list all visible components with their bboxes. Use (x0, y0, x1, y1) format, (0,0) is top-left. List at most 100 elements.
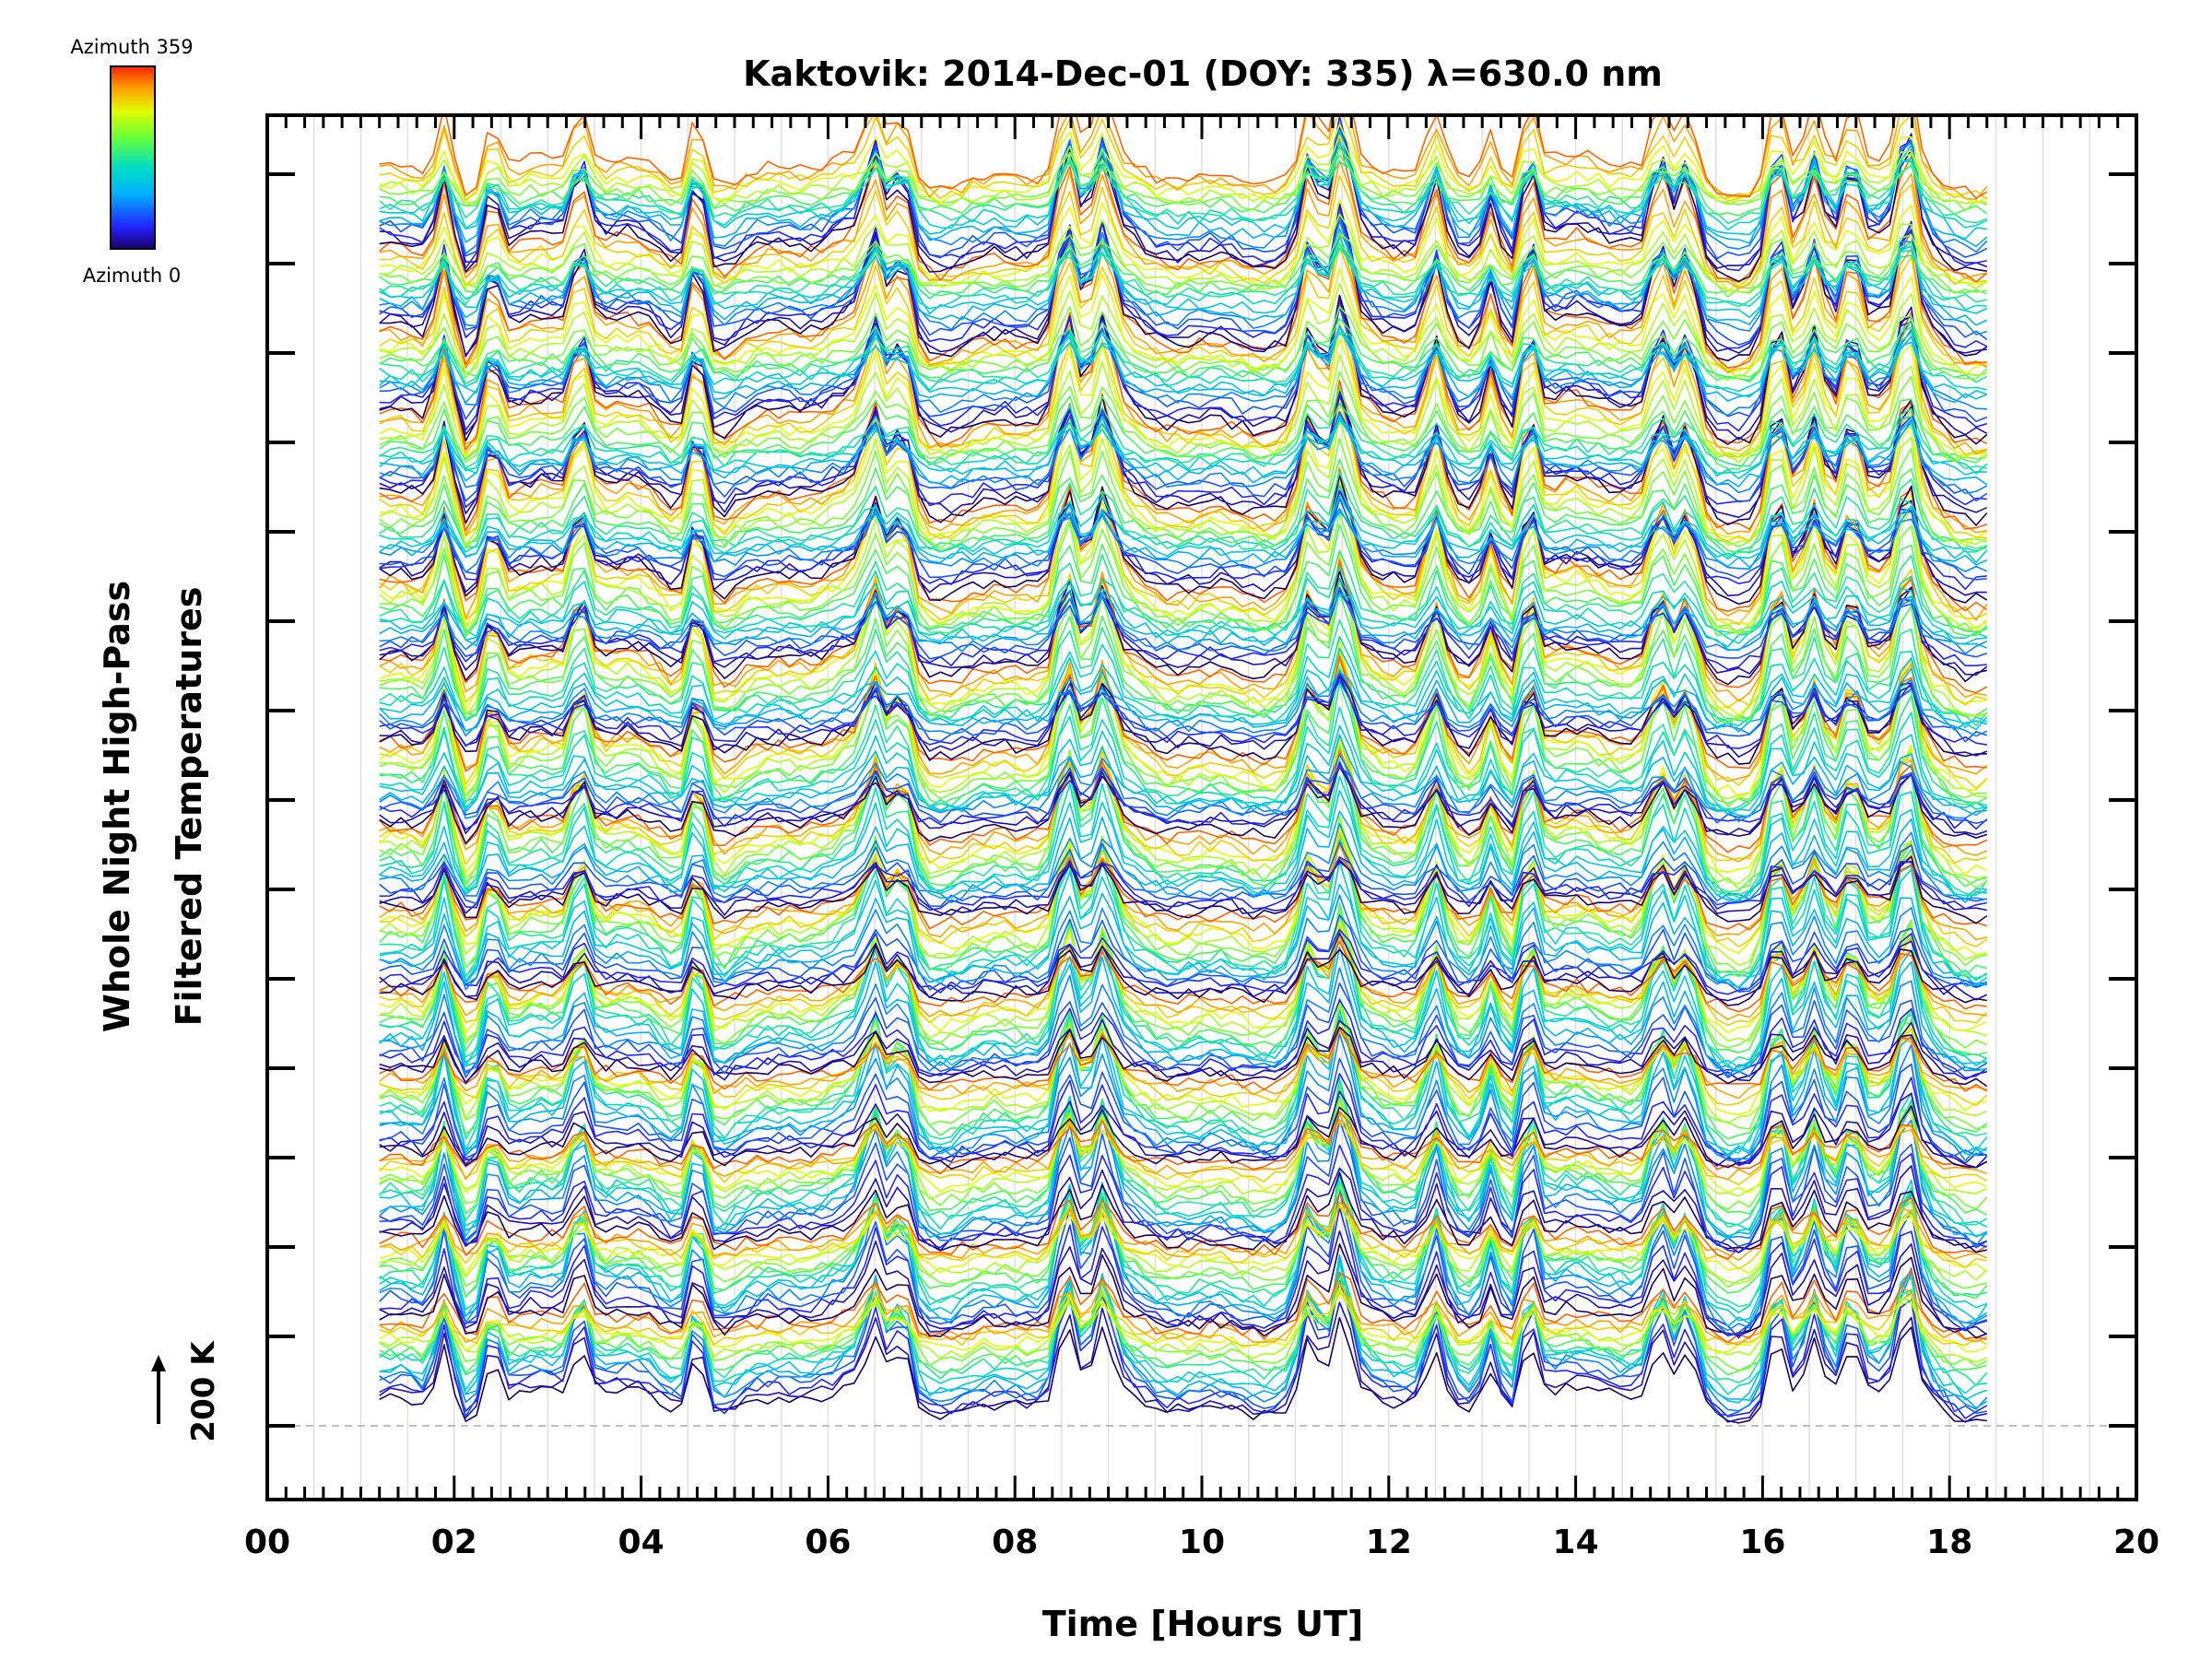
azimuth-trace (379, 385, 1987, 536)
azimuth-trace (379, 856, 1987, 912)
y-axis-title-line1: Whole Night High-Pass (97, 581, 137, 1032)
azimuth-trace (379, 763, 1988, 845)
azimuth-trace (379, 1086, 1988, 1216)
scale-label: 200 K (185, 1340, 222, 1442)
azimuth-trace (379, 512, 1988, 636)
azimuth-trace (379, 674, 1987, 749)
azimuth-trace (379, 1268, 1987, 1344)
azimuth-trace (379, 115, 1988, 201)
azimuth-trace (379, 1029, 1987, 1100)
azimuth-trace (379, 822, 1987, 903)
azimuth-trace (379, 618, 1988, 726)
y-axis-title: Whole Night High-Pass Filtered Temperatu… (97, 581, 209, 1032)
azimuth-trace (379, 655, 1987, 772)
x-tick-label: 12 (1366, 1524, 1412, 1561)
azimuth-trace (379, 241, 1987, 311)
azimuth-trace (379, 667, 1988, 733)
azimuth-trace (379, 419, 1987, 480)
azimuth-trace (379, 476, 1988, 621)
azimuth-trace (379, 387, 1988, 470)
azimuth-trace (379, 940, 1987, 1013)
azimuth-trace (379, 967, 1987, 1077)
azimuth-trace (379, 861, 1988, 989)
azimuth-trace (379, 1287, 1988, 1354)
azimuth-trace (379, 326, 1988, 385)
azimuth-trace (379, 214, 1988, 346)
x-tick-label: 00 (244, 1524, 290, 1561)
azimuth-trace (379, 1263, 1987, 1395)
azimuth-trace (379, 1170, 1988, 1313)
azimuth-trace (379, 1000, 1987, 1130)
azimuth-trace (379, 946, 1987, 1074)
azimuth-trace (379, 647, 1988, 731)
azimuth-trace (379, 1172, 1988, 1322)
azimuth-trace (379, 1201, 1988, 1261)
azimuth-trace (379, 1201, 1988, 1275)
azimuth-trace (379, 1077, 1988, 1231)
azimuth-trace (379, 733, 1988, 865)
azimuth-trace (379, 825, 1987, 956)
azimuth-trace (379, 508, 1988, 573)
scale-marker: 200 K (151, 1340, 222, 1442)
azimuth-trace (379, 306, 1988, 422)
azimuth-trace (379, 305, 1988, 432)
x-tick-label: 06 (805, 1524, 851, 1561)
azimuth-trace (379, 640, 1988, 799)
azimuth-trace (379, 909, 1988, 1049)
x-tick-label: 10 (1179, 1524, 1225, 1561)
azimuth-trace (379, 682, 1988, 812)
azimuth-trace (379, 1001, 1988, 1140)
azimuth-trace (379, 130, 1988, 248)
azimuth-trace (379, 1119, 1988, 1249)
azimuth-trace (379, 466, 1988, 626)
azimuth-trace (379, 855, 1988, 924)
ticks (265, 115, 2138, 1500)
azimuth-trace (379, 1078, 1988, 1229)
x-tick-label: 14 (1553, 1524, 1599, 1561)
azimuth-trace (379, 734, 1988, 818)
azimuth-trace (379, 1205, 1988, 1285)
azimuth-trace (379, 403, 1987, 470)
x-tick-label: 18 (1926, 1524, 1972, 1561)
azimuth-trace (379, 1173, 1988, 1327)
azimuth-trace (379, 924, 1988, 1071)
azimuth-trace (379, 524, 1988, 638)
azimuth-trace (379, 484, 1988, 560)
azimuth-trace (379, 1188, 1988, 1332)
azimuth-trace (379, 1183, 1988, 1300)
azimuth-trace (379, 231, 1988, 373)
azimuth-trace (379, 146, 1988, 230)
azimuth-trace (379, 1111, 1988, 1194)
azimuth-trace (379, 1185, 1987, 1289)
azimuth-trace (379, 928, 1988, 995)
azimuth-trace (379, 1027, 1988, 1092)
azimuth-trace (379, 124, 1988, 205)
azimuth-trace (379, 1090, 1988, 1169)
azimuth-trace (379, 566, 1988, 644)
azimuth-trace (379, 140, 1987, 240)
y-axis-title-line2: Filtered Temperatures (169, 587, 209, 1027)
azimuth-trace (379, 1003, 1988, 1124)
azimuth-trace (379, 1277, 1988, 1376)
azimuth-trace (379, 724, 1988, 815)
azimuth-trace (379, 815, 1987, 966)
azimuth-trace (379, 999, 1988, 1079)
azimuth-trace (379, 1095, 1987, 1239)
azimuth-trace (379, 839, 1988, 982)
azimuth-trace (379, 679, 1988, 743)
azimuth-trace (379, 635, 1988, 729)
azimuth-trace (379, 154, 1988, 217)
azimuth-trace (379, 750, 1988, 853)
azimuth-trace (379, 1018, 1987, 1085)
azimuth-trace (379, 206, 1988, 349)
azimuth-trace (379, 1026, 1988, 1088)
x-tick-label: 16 (1739, 1524, 1785, 1561)
azimuth-trace (379, 390, 1988, 526)
azimuth-trace (379, 1112, 1988, 1247)
azimuth-trace (379, 1290, 1988, 1347)
azimuth-trace (379, 1271, 1987, 1418)
azimuth-trace (379, 563, 1987, 702)
azimuth-trace (379, 706, 1987, 812)
azimuth-trace (379, 326, 1988, 399)
azimuth-trace (379, 1057, 1987, 1162)
